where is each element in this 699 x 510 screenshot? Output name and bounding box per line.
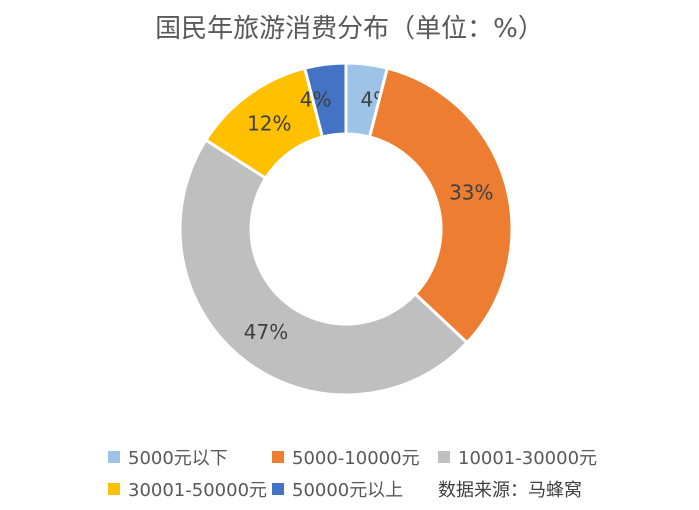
donut-slice-2 [367, 66, 514, 345]
legend-swatch-3 [438, 451, 450, 463]
donut-slice-5 [302, 61, 348, 139]
legend-label-2: 5000-10000元 [292, 448, 420, 469]
legend-item-2: 5000-10000元 [272, 444, 420, 470]
legend-item-5: 50000元以上 [272, 476, 403, 502]
donut-slice-3 [178, 137, 470, 397]
slice-label-2: 33% [449, 181, 493, 205]
legend-label-1: 5000元以下 [128, 448, 228, 469]
legend-item-1: 5000元以下 [108, 444, 228, 470]
chart-title: 国民年旅游消费分布（单位：%） [155, 14, 544, 44]
legend-item-3: 10001-30000元 [438, 444, 597, 470]
legend-swatch-2 [272, 451, 284, 463]
slice-label-4: 12% [247, 111, 291, 135]
legend-label-4: 30001-50000元 [128, 480, 268, 501]
legend-swatch-1 [108, 451, 120, 463]
slice-label-3: 47% [244, 320, 288, 344]
slice-label-5: 4% [300, 88, 332, 112]
legend-swatch-4 [108, 483, 120, 495]
legend-label-3: 10001-30000元 [458, 448, 598, 469]
legend-swatch-5 [272, 483, 284, 495]
legend-item-4: 30001-50000元 [108, 476, 267, 502]
legend-label-5: 50000元以上 [292, 480, 404, 501]
source-note: 数据来源：马蜂窝 [438, 480, 582, 501]
